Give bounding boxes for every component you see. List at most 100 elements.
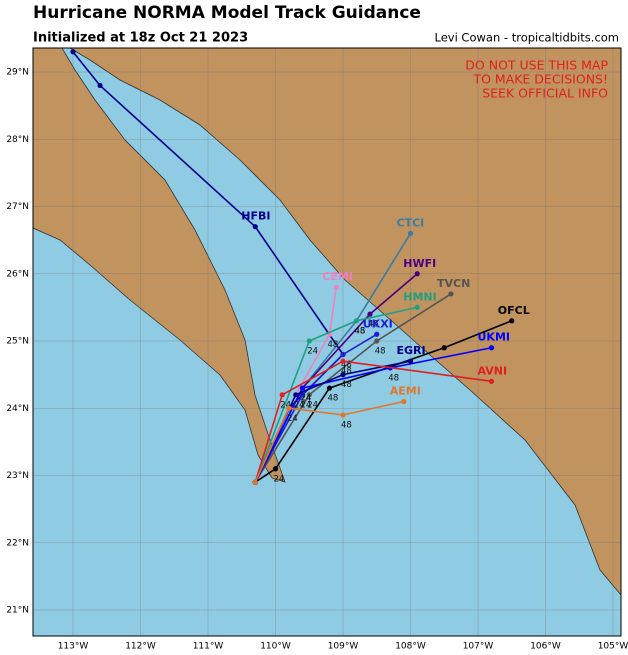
time-label: 48 — [375, 347, 386, 357]
track-point — [407, 230, 414, 236]
track-point — [374, 338, 380, 344]
mainland — [69, 48, 621, 596]
track-line — [254, 400, 404, 483]
track-point — [340, 351, 346, 358]
graticule — [33, 48, 621, 636]
time-label: 24 — [307, 347, 318, 357]
lat-tick-label: 27°N — [6, 202, 29, 212]
model-label: UKMI — [478, 331, 511, 344]
time-label: 24 — [307, 400, 318, 410]
lon-tick-label: 112°W — [125, 642, 156, 652]
lat-tick-label: 23°N — [6, 471, 29, 481]
model-label: HFBI — [241, 210, 270, 223]
lat-tick-label: 21°N — [6, 606, 29, 616]
track-point — [488, 378, 495, 384]
model-label: TVCN — [437, 277, 470, 290]
model-tracks: HFBI 24 48 CTCI 24 48 CEMI 24 48 HWFI 24 48 TVCN 24 48… — [70, 49, 530, 485]
track-line — [254, 333, 378, 483]
time-label: 24 — [301, 394, 312, 404]
track-line — [254, 346, 492, 483]
lon-tick-label: 108°W — [395, 642, 426, 652]
track-point — [374, 331, 380, 337]
time-label: 48 — [341, 367, 352, 377]
track-point — [441, 345, 447, 351]
time-label: 24 — [294, 400, 305, 410]
track-point — [353, 318, 360, 324]
track-point — [414, 271, 420, 277]
lat-tick-label: 22°N — [6, 538, 29, 548]
lat-tick-label: 29°N — [6, 68, 29, 78]
track-point — [414, 304, 420, 310]
time-label: 24 — [280, 400, 291, 410]
time-label: 48 — [341, 380, 352, 390]
track-point — [407, 358, 414, 364]
track-point — [488, 345, 495, 351]
subtitle: Initialized at 18z Oct 21 2023 — [33, 31, 248, 46]
lon-tick-label: 107°W — [463, 642, 494, 652]
track-point — [326, 385, 333, 391]
track-point — [367, 311, 373, 317]
time-label: 48 — [388, 373, 399, 383]
time-label: 24 — [301, 394, 312, 404]
lon-tick-label: 105°W — [598, 642, 628, 652]
baja-peninsula — [33, 48, 286, 483]
lat-tick-label: 28°N — [6, 135, 29, 145]
model-label: AVNI — [478, 364, 508, 377]
track-point — [293, 392, 299, 398]
map-frame — [32, 47, 622, 637]
track-point — [70, 49, 76, 55]
model-label: OFCL — [498, 304, 530, 317]
warning-line: TO MAKE DECISIONS! — [472, 72, 608, 87]
track-point — [286, 405, 292, 411]
model-label: CTCI — [397, 216, 425, 229]
track-point — [401, 398, 407, 405]
track-point — [272, 466, 279, 472]
model-label: EGRI — [397, 344, 426, 357]
time-label: 48 — [355, 326, 366, 336]
time-label: 24 — [301, 400, 312, 410]
time-label: 48 — [341, 360, 352, 370]
track-line — [254, 306, 418, 483]
time-label: 48 — [341, 420, 352, 430]
track-point — [448, 291, 454, 297]
track-point — [299, 385, 306, 391]
time-label: 24 — [274, 474, 285, 484]
warning-line: DO NOT USE THIS MAP — [465, 58, 608, 73]
warning-line: SEEK OFFICIAL INFO — [482, 86, 608, 101]
time-label: 24 — [301, 394, 312, 404]
track-point — [252, 479, 258, 485]
track-point — [333, 284, 339, 290]
time-label: 24 — [287, 414, 298, 424]
lat-tick-label: 25°N — [6, 337, 29, 347]
time-label: 48 — [355, 326, 366, 336]
credit: Levi Cowan - tropicaltidbits.com — [435, 31, 620, 45]
axis-labels: 113°W 112°W 111°W 110°W 109°W 108°W 107°W 106°W… — [6, 68, 628, 652]
track-point — [306, 338, 312, 344]
lat-tick-label: 26°N — [6, 269, 29, 279]
lon-tick-label: 106°W — [530, 642, 561, 652]
track-point — [299, 392, 306, 398]
track-point — [97, 82, 103, 89]
lon-tick-label: 109°W — [328, 642, 359, 652]
model-label: AEMI — [390, 385, 421, 398]
track-point — [509, 318, 515, 324]
model-label: UKXI — [363, 317, 393, 330]
track-point — [252, 224, 258, 230]
lat-tick-label: 24°N — [6, 404, 29, 414]
model-label: CEMI — [322, 270, 353, 283]
track-point — [279, 392, 285, 398]
time-label: 48 — [368, 320, 379, 330]
model-label: HMNI — [403, 290, 436, 303]
lon-tick-label: 110°W — [260, 642, 291, 652]
track-line — [254, 293, 452, 483]
track-point — [340, 372, 346, 378]
title: Hurricane NORMA Model Track Guidance — [33, 3, 421, 23]
warning: DO NOT USE THIS MAP TO MAKE DECISIONS! S… — [465, 58, 608, 101]
track-point — [306, 392, 312, 398]
time-label: 24 — [294, 400, 305, 410]
map: HFBI 24 48 CTCI 24 48 CEMI 24 48 HWFI 24 48 TVCN 24 48… — [33, 48, 621, 636]
time-label: 48 — [328, 340, 339, 350]
track-point — [340, 412, 346, 418]
